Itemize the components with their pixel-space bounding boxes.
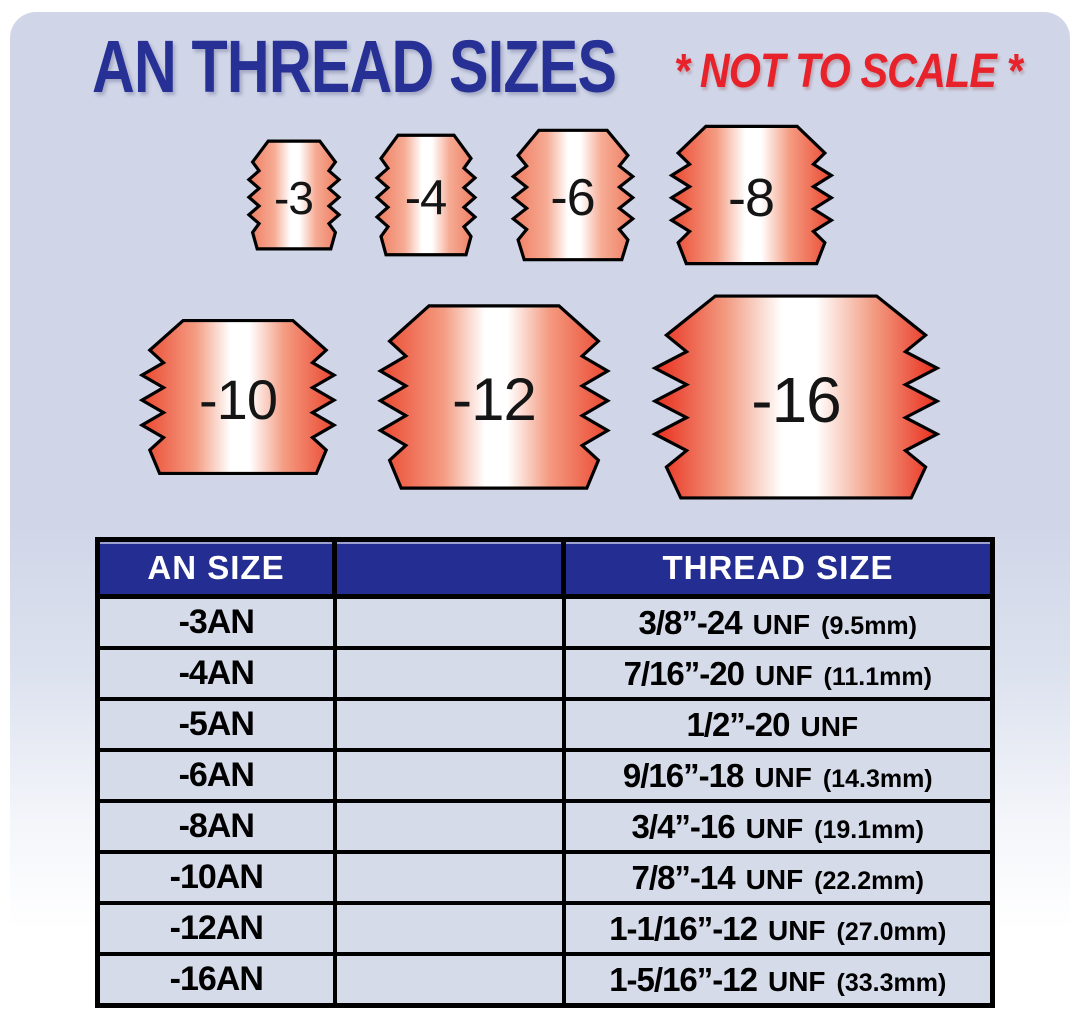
fitting-shape-icon xyxy=(376,134,476,256)
empty-cell xyxy=(332,594,566,650)
thread-mm: (9.5mm) xyxy=(821,611,917,640)
fitting-shape-icon xyxy=(652,294,940,500)
an-size-cell: -5AN xyxy=(95,697,337,752)
fitting-label: -3 xyxy=(274,172,314,224)
thread-mm: (27.0mm) xyxy=(836,917,947,946)
an-size-table: AN SIZE THREAD SIZE -3AN 3/8”-24 UNF (9.5m… xyxy=(95,537,995,1008)
empty-cell xyxy=(332,799,566,854)
an-size-cell: -8AN xyxy=(95,799,337,854)
table-header-row: AN SIZE THREAD SIZE xyxy=(95,537,995,599)
thread-size-cell: 1-1/16”-12 UNF (27.0mm) xyxy=(561,901,995,956)
fitting-label: -8 xyxy=(727,168,775,228)
fittings-row-small: -3 -4 -6 -8 xyxy=(10,124,1070,266)
table-row: -16AN 1-5/16”-12 UNF (33.3mm) xyxy=(95,952,995,1008)
thread-mm: (19.1mm) xyxy=(814,815,924,844)
empty-cell xyxy=(332,901,566,956)
fitting-shape-icon xyxy=(512,129,634,261)
an-size-cell: -16AN xyxy=(95,952,337,1008)
thread-standard: UNF xyxy=(745,812,804,844)
fitting-shape-icon xyxy=(670,125,833,265)
thread-size-cell: 3/8”-24 UNF (9.5mm) xyxy=(561,594,995,650)
table-row: -8AN 3/4”-16 UNF (19.1mm) xyxy=(95,799,995,854)
fitting-12an: -12 xyxy=(378,304,610,490)
thread-value: 1-1/16”-12 xyxy=(609,909,758,947)
empty-cell xyxy=(332,748,566,803)
fitting-label: -16 xyxy=(751,364,841,436)
table-row: -4AN 7/16”-20 UNF (11.1mm) xyxy=(95,646,995,701)
thread-value: 9/16”-18 xyxy=(622,756,744,794)
col-header-middle xyxy=(332,537,566,599)
thread-value: 3/4”-16 xyxy=(631,807,736,845)
table-row: -5AN 1/2”-20 UNF xyxy=(95,697,995,752)
thread-mm: (11.1mm) xyxy=(823,662,932,691)
fitting-3an: -3 xyxy=(248,140,340,250)
thread-size-cell: 1-5/16”-12 UNF (33.3mm) xyxy=(561,952,995,1008)
fitting-16an: -16 xyxy=(652,294,940,500)
fitting-10an: -10 xyxy=(140,319,336,475)
fitting-label: -4 xyxy=(404,170,448,225)
table-row: -3AN 3/8”-24 UNF (9.5mm) xyxy=(95,594,995,650)
empty-cell xyxy=(332,952,566,1008)
an-size-cell: -3AN xyxy=(95,594,337,650)
not-to-scale-note: * NOT TO SCALE * xyxy=(674,45,1023,98)
empty-cell xyxy=(332,646,566,701)
thread-value: 7/16”-20 xyxy=(623,654,745,692)
thread-value: 1-5/16”-12 xyxy=(609,960,758,998)
thread-mm: (22.2mm) xyxy=(814,866,924,895)
fitting-shape-icon xyxy=(140,319,336,475)
fitting-6an: -6 xyxy=(512,129,634,261)
thread-standard: UNF xyxy=(755,659,813,691)
thread-standard: UNF xyxy=(800,710,859,742)
thread-standard: UNF xyxy=(754,761,812,793)
fitting-4an: -4 xyxy=(376,134,476,256)
thread-size-cell: 1/2”-20 UNF xyxy=(561,697,995,752)
fittings-row-large: -10 -12 -16 xyxy=(10,294,1070,500)
thread-size-cell: 3/4”-16 UNF (19.1mm) xyxy=(561,799,995,854)
thread-size-cell: 7/8”-14 UNF (22.2mm) xyxy=(561,850,995,905)
thread-standard: UNF xyxy=(767,965,826,997)
an-size-cell: -6AN xyxy=(95,748,337,803)
fitting-shape-icon xyxy=(378,304,610,490)
empty-cell xyxy=(332,697,566,752)
fitting-8an: -8 xyxy=(670,125,833,265)
thread-standard: UNF xyxy=(745,863,804,895)
an-size-cell: -4AN xyxy=(95,646,337,701)
thread-standard: UNF xyxy=(752,608,811,640)
thread-mm: (14.3mm) xyxy=(822,764,933,793)
fitting-shape-icon xyxy=(248,140,340,250)
thread-size-cell: 7/16”-20 UNF (11.1mm) xyxy=(561,646,995,701)
an-size-cell: -10AN xyxy=(95,850,337,905)
thread-value: 7/8”-14 xyxy=(631,858,736,896)
title-row: AN THREAD SIZES * NOT TO SCALE * xyxy=(10,12,1070,124)
thread-standard: UNF xyxy=(767,914,826,946)
fitting-label: -10 xyxy=(199,368,278,431)
fitting-label: -6 xyxy=(550,169,595,227)
thread-value: 1/2”-20 xyxy=(686,705,790,743)
table-row: -12AN 1-1/16”-12 UNF (27.0mm) xyxy=(95,901,995,956)
table-row: -6AN 9/16”-18 UNF (14.3mm) xyxy=(95,748,995,803)
an-size-cell: -12AN xyxy=(95,901,337,956)
page-title: AN THREAD SIZES xyxy=(92,25,617,108)
fitting-label: -12 xyxy=(452,366,537,433)
col-header-thread-size: THREAD SIZE xyxy=(561,537,995,599)
thread-size-cell: 9/16”-18 UNF (14.3mm) xyxy=(561,748,995,803)
thread-mm: (33.3mm) xyxy=(836,968,947,997)
thread-value: 3/8”-24 xyxy=(638,603,743,641)
empty-cell xyxy=(332,850,566,905)
col-header-an-size: AN SIZE xyxy=(95,537,337,599)
table-row: -10AN 7/8”-14 UNF (22.2mm) xyxy=(95,850,995,905)
